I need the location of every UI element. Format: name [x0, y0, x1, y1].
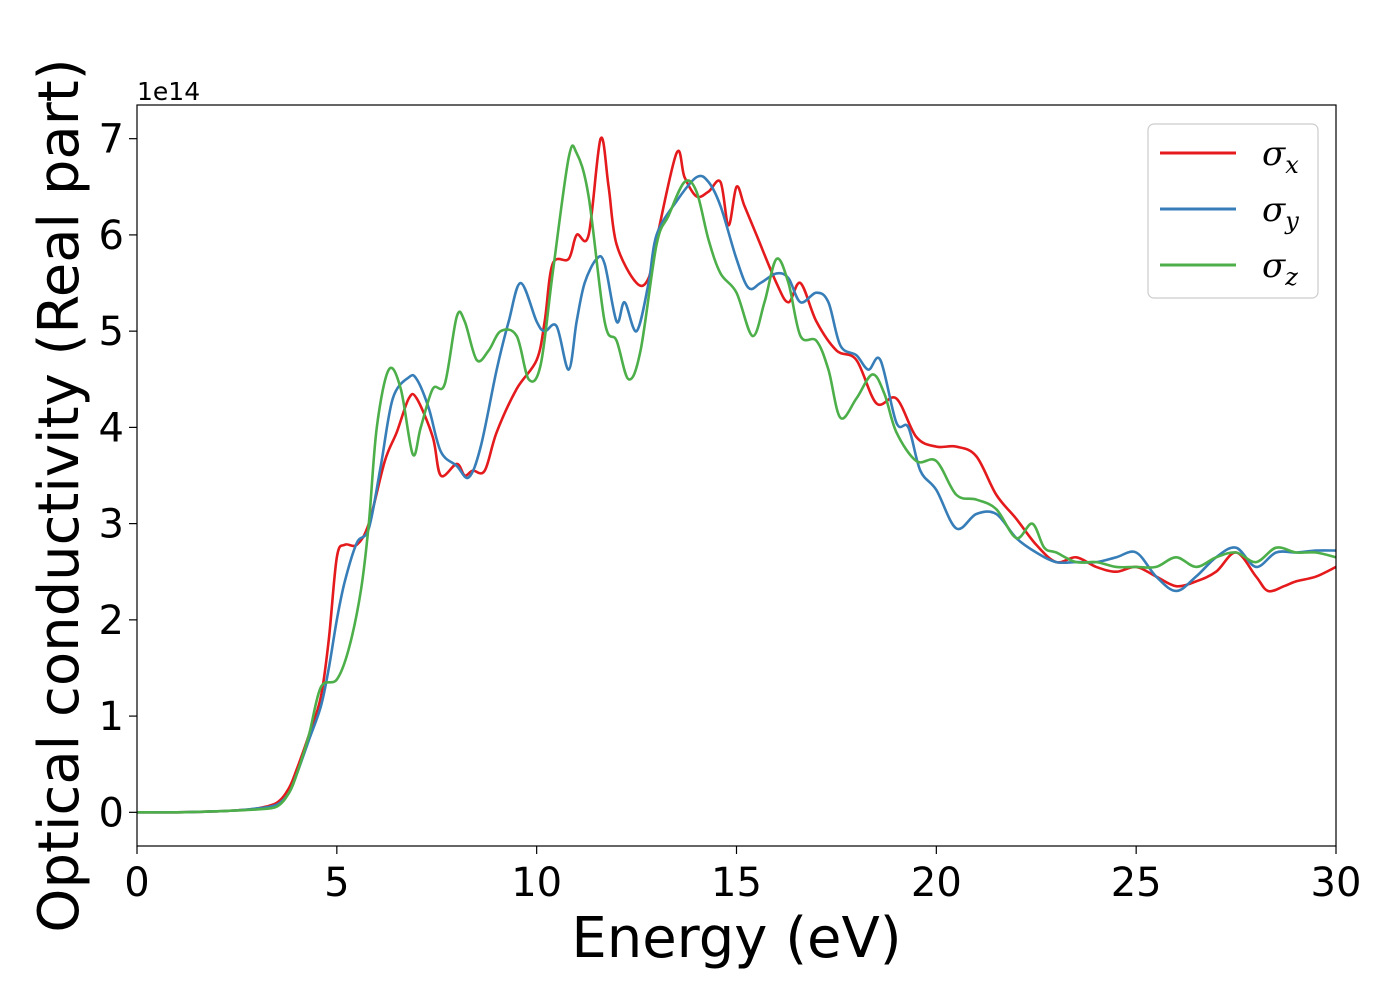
- x-tick-label: 30: [1311, 860, 1362, 906]
- legend: σx σy σz: [1147, 123, 1319, 299]
- series-lines: [137, 136, 1336, 814]
- x-tick-label: 25: [1111, 860, 1162, 906]
- x-tick-label: 5: [324, 860, 349, 906]
- x-axis-title: Energy (eV): [571, 906, 901, 971]
- legend-label-y: σy: [1262, 190, 1299, 235]
- legend-box: [1147, 123, 1319, 299]
- y-tick-label: 4: [99, 405, 124, 451]
- axis-ticks: 0 5 10 15 20 25 30 0 1 2 3 4 5 6 7: [99, 117, 1362, 906]
- y-tick-label: 7: [99, 117, 124, 163]
- y-tick-label: 2: [99, 598, 124, 644]
- series-line-z: [137, 144, 1336, 814]
- x-tick-label: 20: [911, 860, 962, 906]
- y-offset-label: 1e14: [137, 77, 200, 106]
- x-tick-label: 15: [711, 860, 762, 906]
- x-tick-label: 10: [511, 860, 562, 906]
- y-tick-label: 0: [99, 790, 124, 836]
- y-axis-title: Optical conductivity (Real part): [27, 58, 92, 932]
- x-tick-label: 0: [124, 860, 149, 906]
- y-tick-label: 1: [99, 694, 124, 740]
- legend-label-x: σx: [1262, 134, 1299, 179]
- y-tick-label: 3: [99, 502, 124, 548]
- y-tick-label: 6: [99, 213, 124, 259]
- y-tick-label: 5: [99, 309, 124, 355]
- legend-label-z: σz: [1262, 246, 1298, 291]
